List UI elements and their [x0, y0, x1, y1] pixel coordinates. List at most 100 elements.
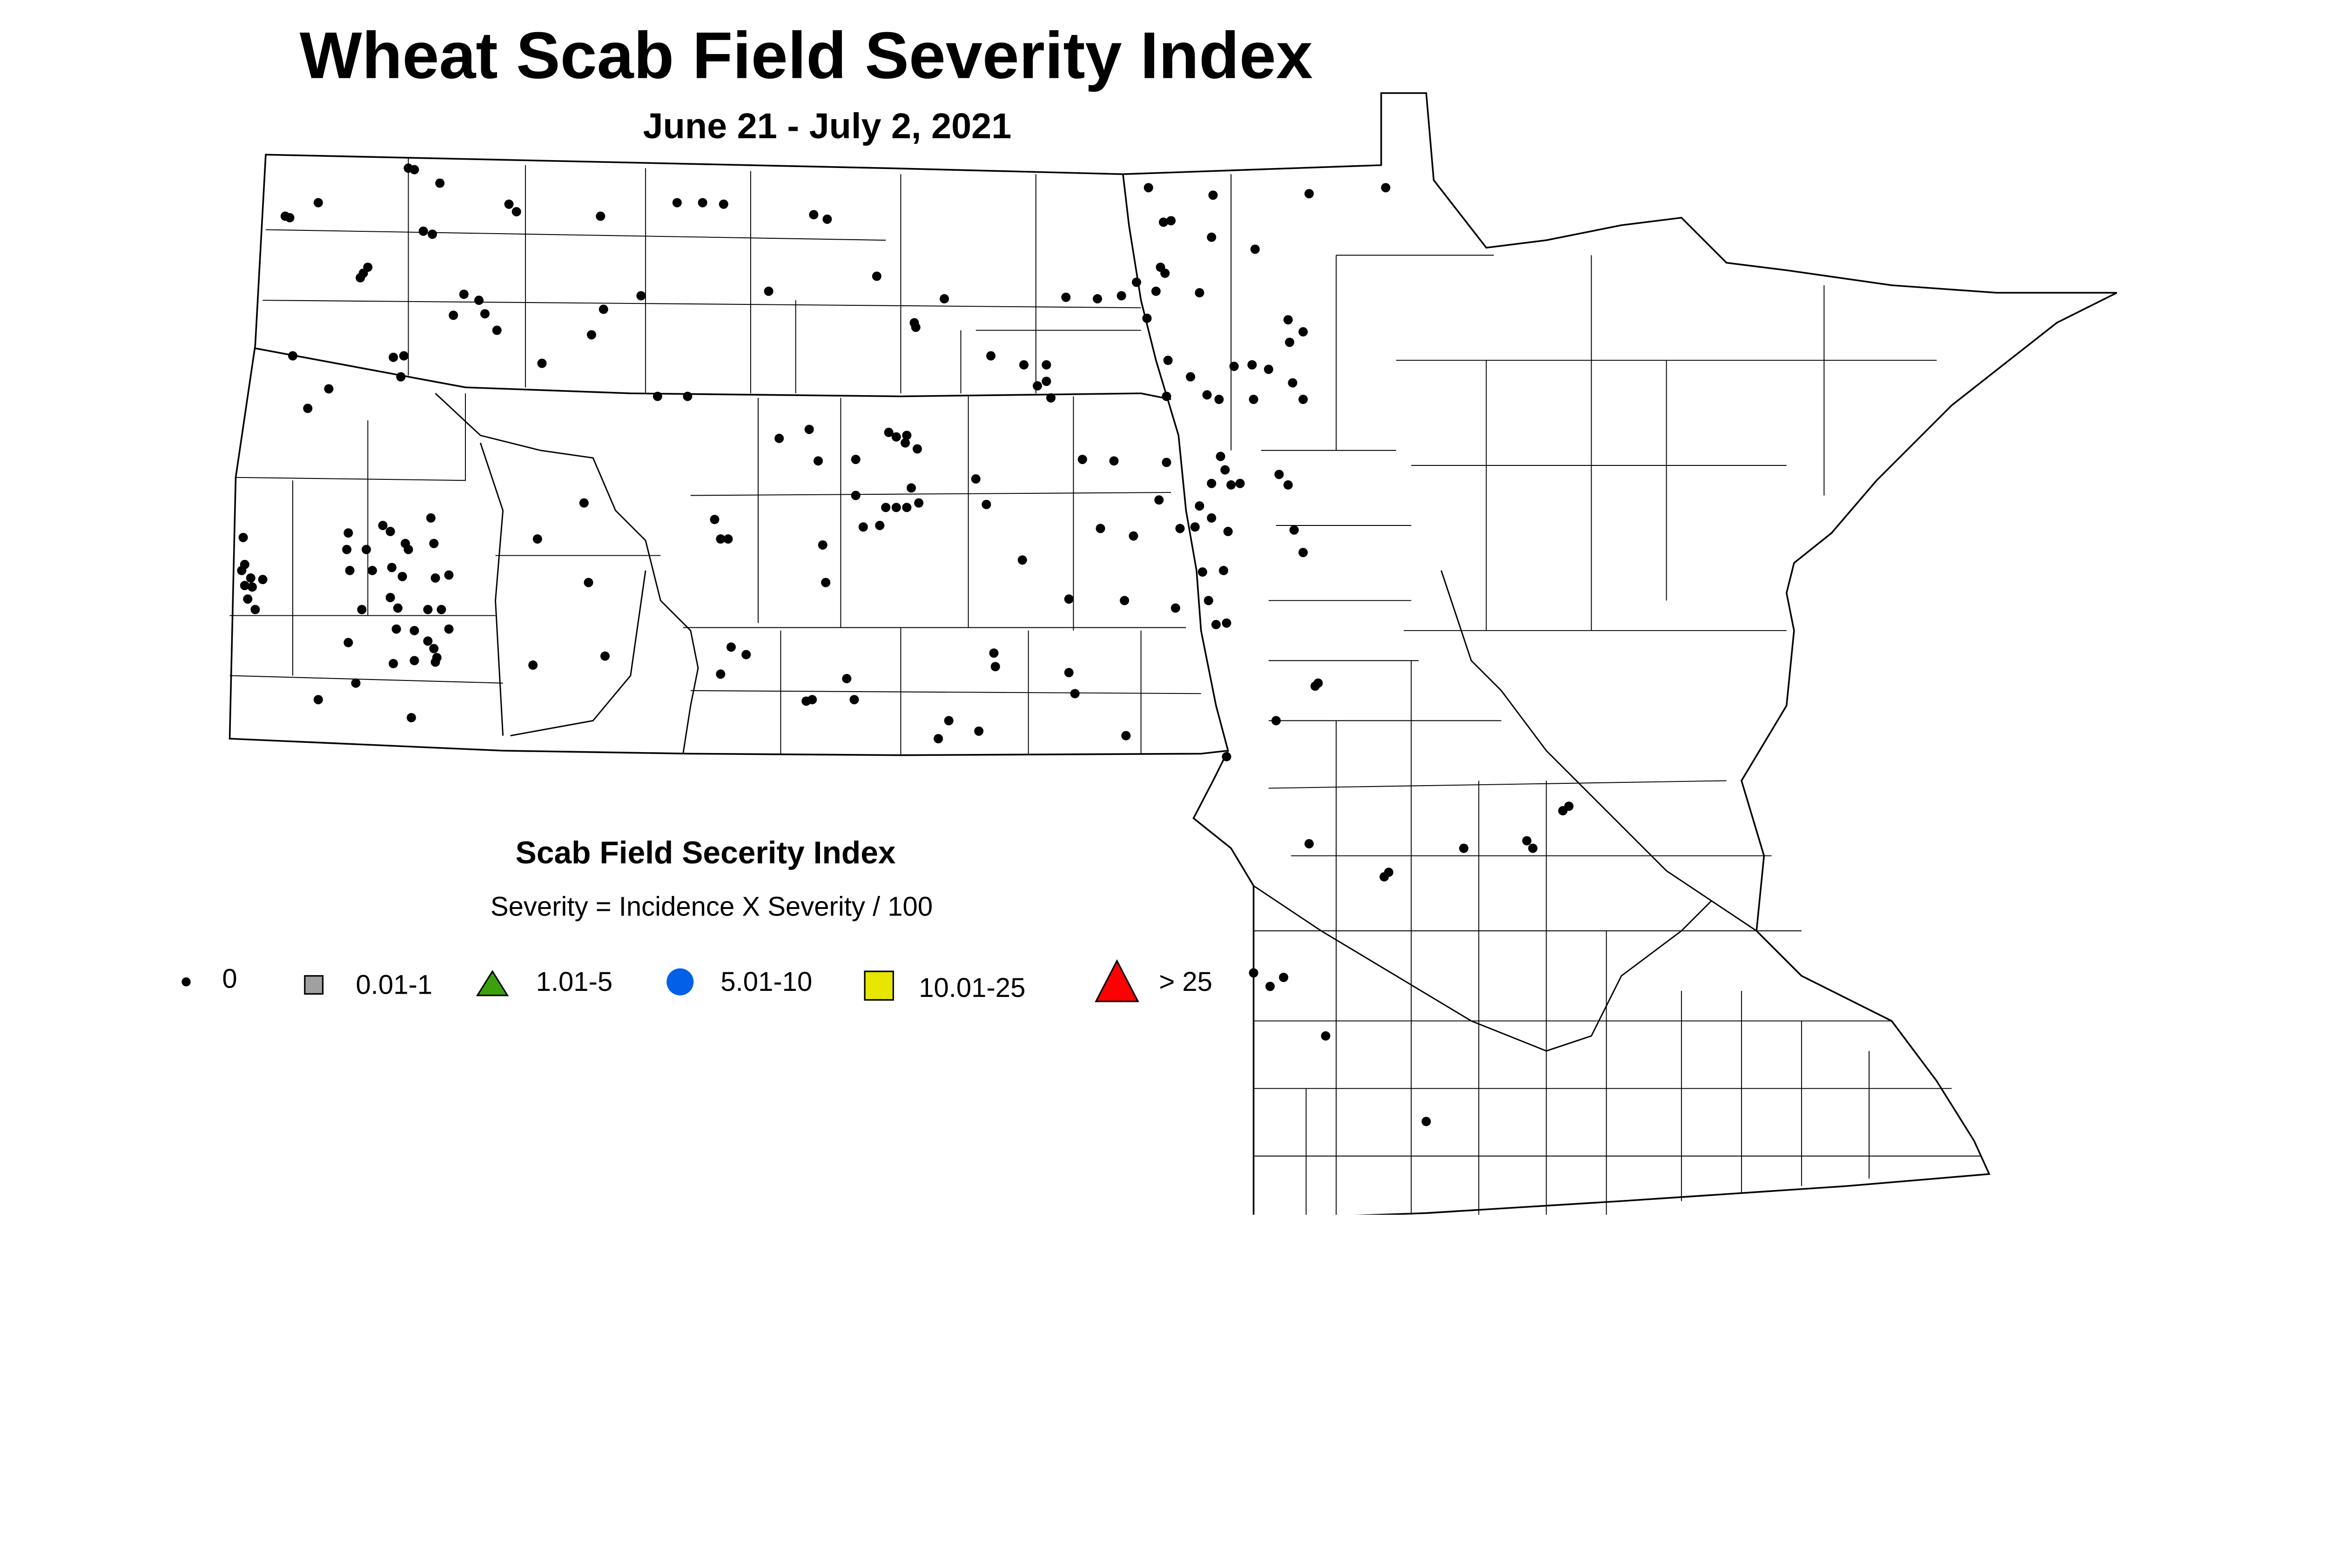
field-point — [596, 211, 605, 221]
field-point — [1222, 752, 1231, 761]
legend-formula: Severity = Incidence X Severity / 100 — [491, 892, 933, 922]
field-point — [358, 269, 368, 278]
field-point — [1522, 836, 1532, 846]
legend: Scab Field Secerity Index Severity = Inc… — [182, 835, 1212, 1003]
field-point — [1229, 362, 1239, 371]
field-point — [246, 573, 256, 583]
legend-symbol-0 — [182, 977, 191, 987]
field-point — [842, 674, 852, 684]
legend-label-4: 10.01-25 — [919, 973, 1025, 1003]
field-point — [710, 515, 720, 525]
field-point — [528, 660, 538, 670]
field-point — [393, 603, 403, 613]
field-point — [1288, 378, 1298, 388]
field-point — [1274, 470, 1284, 479]
field-point — [247, 582, 257, 592]
minnesota-river — [1253, 885, 1712, 1052]
field-point — [1064, 594, 1074, 604]
field-point — [1208, 190, 1218, 200]
field-point — [726, 642, 736, 652]
field-point — [902, 431, 912, 440]
field-point — [1175, 524, 1185, 533]
field-point — [1220, 465, 1230, 475]
field-point — [1207, 513, 1217, 523]
field-point — [1160, 269, 1170, 278]
field-point — [579, 498, 589, 508]
field-point — [345, 565, 355, 575]
legend-label-3: 5.01-10 — [720, 967, 812, 997]
county-boundaries — [229, 157, 1982, 1215]
map-title: Wheat Scab Field Severity Index — [300, 19, 1313, 93]
field-point — [280, 211, 290, 221]
field-point — [1298, 327, 1308, 336]
field-point — [884, 428, 894, 437]
field-point — [511, 207, 521, 216]
field-point — [1096, 524, 1105, 533]
field-point — [1109, 456, 1119, 466]
field-point — [1077, 455, 1087, 464]
field-point — [814, 456, 823, 466]
field-point — [1214, 395, 1224, 404]
field-point — [986, 351, 996, 361]
field-point — [1162, 391, 1171, 401]
field-point — [1310, 681, 1320, 691]
field-point — [399, 351, 409, 361]
field-point — [429, 644, 439, 653]
field-point — [851, 491, 861, 500]
field-point — [240, 581, 249, 591]
field-point — [492, 325, 502, 335]
field-point — [652, 391, 662, 401]
field-point — [243, 594, 253, 604]
field-point — [1197, 567, 1207, 577]
dakotas-outline — [229, 154, 1229, 756]
field-point — [881, 503, 891, 512]
field-point — [1166, 216, 1176, 226]
field-point — [1304, 189, 1314, 199]
field-point — [324, 384, 334, 394]
field-point — [891, 432, 901, 442]
field-point — [385, 592, 395, 602]
field-point — [1279, 972, 1289, 982]
field-point — [437, 605, 446, 614]
field-point — [1283, 480, 1293, 490]
field-point — [1162, 458, 1171, 467]
field-point — [1120, 596, 1130, 606]
field-point — [1207, 478, 1217, 488]
field-point — [851, 455, 861, 464]
field-point — [410, 165, 419, 175]
field-points — [237, 163, 1574, 1126]
field-point — [683, 391, 693, 401]
field-point — [1271, 716, 1281, 726]
field-point — [410, 626, 419, 635]
field-point — [912, 444, 922, 454]
county-line — [262, 300, 1141, 309]
field-point — [636, 291, 646, 301]
field-point — [378, 521, 388, 531]
field-point — [1195, 288, 1204, 298]
field-point — [389, 352, 398, 362]
field-point — [1421, 1117, 1431, 1126]
field-point — [1298, 395, 1308, 404]
field-point — [1190, 522, 1200, 532]
field-point — [1070, 689, 1080, 699]
field-point — [351, 678, 361, 688]
county-line — [690, 492, 1171, 496]
field-point — [1265, 982, 1275, 991]
field-point — [1250, 244, 1260, 254]
field-point — [821, 578, 831, 587]
county-line — [1268, 780, 1727, 789]
field-point — [1249, 968, 1258, 978]
missouri-river — [435, 393, 699, 754]
field-point — [1042, 360, 1051, 370]
field-point — [1321, 1031, 1331, 1041]
field-point — [1204, 596, 1213, 606]
field-point — [1304, 839, 1314, 848]
legend-label-0: 0 — [222, 964, 237, 994]
field-point — [1219, 565, 1229, 575]
field-point — [1131, 277, 1141, 287]
field-point — [982, 499, 991, 509]
field-point — [940, 294, 949, 303]
nd-sd-border — [255, 347, 1171, 400]
field-point — [875, 521, 885, 531]
field-point — [250, 605, 260, 614]
